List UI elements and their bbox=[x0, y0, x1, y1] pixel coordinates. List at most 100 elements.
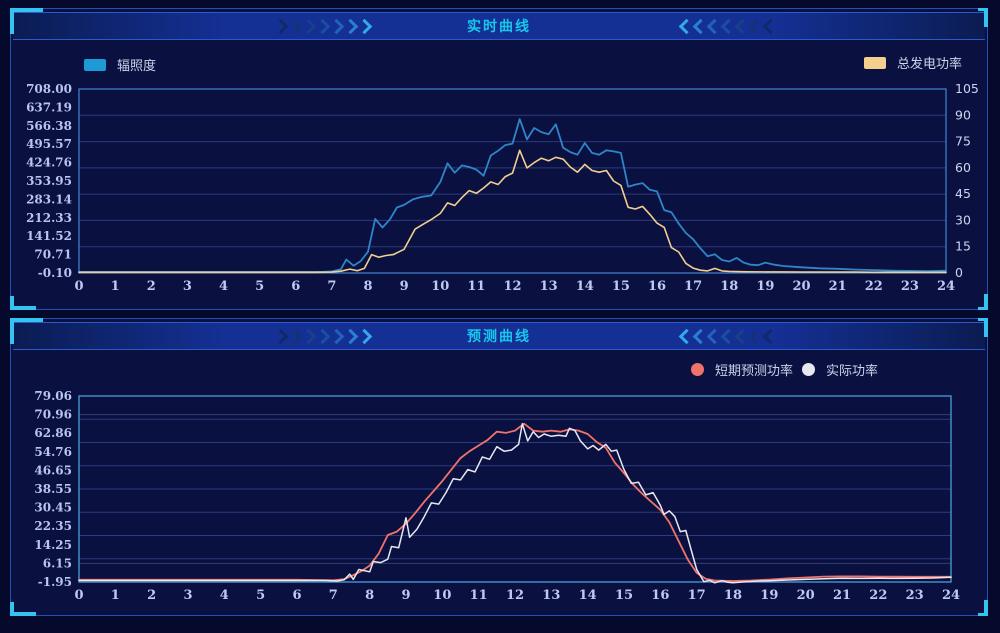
svg-text:13: 13 bbox=[542, 588, 560, 603]
svg-text:70.96: 70.96 bbox=[34, 408, 72, 422]
svg-text:16: 16 bbox=[651, 588, 669, 603]
svg-text:13: 13 bbox=[540, 279, 558, 294]
svg-text:19: 19 bbox=[760, 588, 778, 603]
corner-accent bbox=[984, 11, 988, 27]
svg-text:54.76: 54.76 bbox=[34, 445, 72, 459]
svg-text:22: 22 bbox=[869, 588, 887, 603]
svg-text:14.25: 14.25 bbox=[34, 538, 72, 552]
corner-accent bbox=[978, 613, 988, 616]
panel-title: 实时曲线 bbox=[467, 18, 531, 34]
legend-item-actual-power[interactable]: 实际功率 bbox=[802, 360, 878, 379]
svg-text:17: 17 bbox=[684, 279, 702, 294]
corner-accent bbox=[10, 318, 43, 322]
svg-text:566.38: 566.38 bbox=[26, 119, 72, 133]
corner-accent bbox=[10, 8, 43, 12]
legend-dot-icon bbox=[802, 363, 815, 376]
svg-text:18: 18 bbox=[720, 279, 738, 294]
corner-accent bbox=[978, 318, 988, 321]
svg-text:75: 75 bbox=[955, 134, 971, 149]
legend-item-total-power[interactable]: 总发电功率 bbox=[864, 53, 962, 72]
corner-accent bbox=[978, 307, 988, 310]
svg-text:0: 0 bbox=[955, 265, 963, 280]
svg-text:0: 0 bbox=[74, 279, 83, 294]
legend-item-irradiance[interactable]: 辐照度 bbox=[84, 55, 156, 74]
corner-accent bbox=[10, 612, 36, 616]
panel-header: 实时曲线 bbox=[13, 12, 985, 40]
corner-accent bbox=[978, 8, 988, 11]
svg-text:0: 0 bbox=[74, 588, 83, 603]
svg-text:90: 90 bbox=[955, 107, 971, 122]
svg-text:6: 6 bbox=[291, 279, 300, 294]
legend-item-forecast-power[interactable]: 短期预测功率 bbox=[691, 360, 793, 379]
svg-text:15: 15 bbox=[615, 588, 633, 603]
svg-text:9: 9 bbox=[401, 588, 410, 603]
svg-text:21: 21 bbox=[833, 588, 851, 603]
corner-accent bbox=[10, 306, 36, 310]
svg-text:6: 6 bbox=[292, 588, 301, 603]
svg-text:23: 23 bbox=[906, 588, 924, 603]
svg-text:8: 8 bbox=[363, 279, 372, 294]
svg-text:70.71: 70.71 bbox=[34, 248, 72, 262]
svg-text:38.55: 38.55 bbox=[34, 482, 72, 496]
svg-text:1: 1 bbox=[111, 588, 120, 603]
svg-text:-1.95: -1.95 bbox=[38, 575, 72, 589]
svg-text:22: 22 bbox=[865, 279, 883, 294]
svg-text:424.76: 424.76 bbox=[26, 156, 72, 170]
svg-text:495.57: 495.57 bbox=[26, 137, 72, 151]
svg-text:14: 14 bbox=[579, 588, 597, 603]
legend-label: 实际功率 bbox=[826, 363, 879, 378]
corner-accent bbox=[10, 296, 14, 310]
corner-accent bbox=[10, 318, 14, 344]
svg-text:21: 21 bbox=[829, 279, 847, 294]
svg-text:16: 16 bbox=[648, 279, 666, 294]
svg-text:15: 15 bbox=[612, 279, 630, 294]
svg-text:24: 24 bbox=[937, 279, 955, 294]
svg-text:10: 10 bbox=[431, 279, 449, 294]
svg-text:4: 4 bbox=[220, 588, 229, 603]
svg-text:20: 20 bbox=[792, 279, 810, 294]
svg-text:17: 17 bbox=[688, 588, 706, 603]
svg-text:12: 12 bbox=[503, 279, 521, 294]
svg-text:23: 23 bbox=[901, 279, 919, 294]
realtime-panel: 实时曲线 辐照度 总发电功率 708.00 637.19 566.38 495.57 4… bbox=[10, 8, 988, 310]
svg-text:12: 12 bbox=[506, 588, 524, 603]
svg-text:-0.10: -0.10 bbox=[38, 266, 72, 280]
svg-text:46.65: 46.65 bbox=[34, 463, 72, 477]
svg-text:79.06: 79.06 bbox=[34, 389, 72, 403]
svg-text:5: 5 bbox=[255, 279, 264, 294]
svg-text:7: 7 bbox=[327, 279, 336, 294]
forecast-panel: 预测曲线 短期预测功率 实际功率 79.06 70.96 62.86 54.76 46.… bbox=[10, 318, 988, 616]
corner-accent bbox=[10, 602, 14, 616]
svg-text:10: 10 bbox=[433, 588, 451, 603]
svg-text:1: 1 bbox=[111, 279, 120, 294]
svg-text:105: 105 bbox=[955, 81, 979, 96]
svg-text:9: 9 bbox=[400, 279, 409, 294]
svg-text:15: 15 bbox=[955, 239, 971, 254]
svg-text:19: 19 bbox=[756, 279, 774, 294]
svg-text:11: 11 bbox=[470, 588, 488, 603]
svg-text:283.14: 283.14 bbox=[26, 192, 72, 206]
legend-label: 短期预测功率 bbox=[715, 363, 794, 378]
svg-text:4: 4 bbox=[219, 279, 228, 294]
svg-text:212.33: 212.33 bbox=[26, 211, 72, 225]
legend-swatch-icon bbox=[864, 56, 886, 69]
svg-text:22.35: 22.35 bbox=[34, 519, 72, 533]
panel-title: 预测曲线 bbox=[467, 328, 531, 344]
svg-text:20: 20 bbox=[797, 588, 815, 603]
legend-dot-icon bbox=[691, 363, 704, 376]
svg-text:11: 11 bbox=[467, 279, 485, 294]
svg-text:708.00: 708.00 bbox=[26, 82, 72, 96]
corner-accent bbox=[10, 8, 14, 34]
svg-text:141.52: 141.52 bbox=[26, 229, 72, 243]
svg-text:2: 2 bbox=[147, 588, 156, 603]
svg-text:353.95: 353.95 bbox=[26, 174, 72, 188]
svg-text:14: 14 bbox=[576, 279, 594, 294]
panel-header: 预测曲线 bbox=[13, 322, 985, 350]
svg-text:60: 60 bbox=[955, 160, 971, 175]
svg-text:637.19: 637.19 bbox=[26, 100, 72, 114]
svg-text:3: 3 bbox=[183, 588, 192, 603]
realtime-chart: 708.00 637.19 566.38 495.57 424.76 353.95 283.… bbox=[26, 81, 979, 294]
svg-text:2: 2 bbox=[147, 279, 156, 294]
corner-accent bbox=[984, 321, 988, 337]
svg-text:6.15: 6.15 bbox=[43, 556, 72, 570]
